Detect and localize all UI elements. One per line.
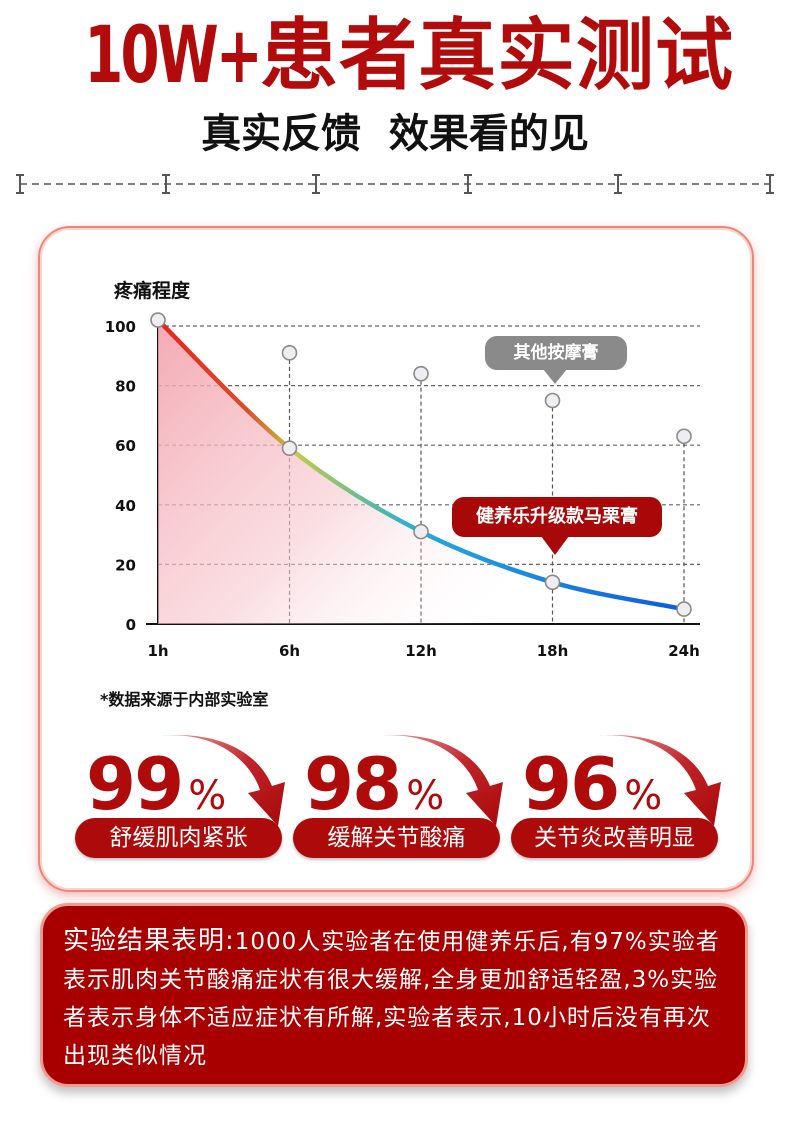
curved-arrow-icon	[376, 735, 503, 826]
subtitle: 真实反馈 效果看的见	[201, 111, 589, 157]
divider-marker	[162, 174, 170, 194]
stat-1-label: 舒缓肌肉紧张	[75, 818, 282, 858]
stat-1-value: 99%	[86, 742, 227, 826]
x-tick-label: 12h	[405, 642, 437, 660]
dashed-divider	[16, 174, 774, 194]
result-body: 1000人实验者在使用健养乐后,有97%实验者表示肌肉关节酸痛症状有很大缓解,全…	[63, 929, 720, 1069]
other-cream-point	[544, 392, 561, 409]
y-tick-label: 0	[126, 616, 136, 634]
divider-marker	[16, 174, 24, 194]
y-tick-label: 20	[115, 556, 136, 574]
curved-arrow-icon	[158, 735, 285, 826]
callout-other-pointer	[543, 369, 567, 384]
data-source-note: *数据来源于内部实验室	[100, 690, 269, 709]
divider-marker	[766, 174, 774, 194]
callout-product: 健养乐升级款马栗膏	[452, 497, 662, 537]
product-point	[281, 440, 298, 456]
stat-3-value: 96%	[522, 742, 663, 826]
x-tick-label: 18h	[537, 642, 569, 660]
divider-marker	[614, 174, 622, 194]
other-cream-point	[676, 428, 692, 445]
result-summary: 实验结果表明:1000人实验者在使用健养乐后,有97%实验者表示肌肉关节酸痛症状…	[40, 903, 748, 1087]
stat-2-label: 缓解关节酸痛	[293, 818, 500, 858]
area-fill	[158, 320, 684, 624]
callout-other-cream: 其他按摩膏	[485, 336, 627, 370]
y-axis-label: 疼痛程度	[114, 279, 191, 302]
y-tick-label: 60	[115, 437, 136, 455]
product-point	[150, 312, 166, 328]
y-tick-label: 40	[115, 497, 136, 515]
stat-3-label: 关节炎改善明显	[511, 818, 718, 858]
product-point	[413, 523, 429, 540]
divider-marker	[312, 174, 320, 194]
title-main: 患者真实测试	[259, 11, 734, 101]
x-tick-label: 1h	[147, 642, 168, 660]
callout-product-pointer	[541, 536, 569, 555]
y-tick-label: 100	[105, 318, 136, 336]
divider-marker	[464, 174, 472, 194]
x-tick-label: 6h	[279, 642, 300, 660]
product-point	[544, 574, 561, 591]
stat-2-value: 98%	[304, 742, 445, 826]
page-title: 10W+患者真实测试	[0, 8, 790, 104]
other-cream-point	[413, 365, 429, 382]
x-tick-label: 24h	[668, 642, 700, 660]
title-prefix: 10W+	[84, 11, 263, 101]
other-cream-point	[281, 345, 298, 361]
product-point	[676, 601, 692, 617]
result-lead: 实验结果表明:	[63, 926, 235, 956]
curved-arrow-icon	[594, 735, 721, 826]
y-tick-label: 80	[115, 378, 136, 396]
